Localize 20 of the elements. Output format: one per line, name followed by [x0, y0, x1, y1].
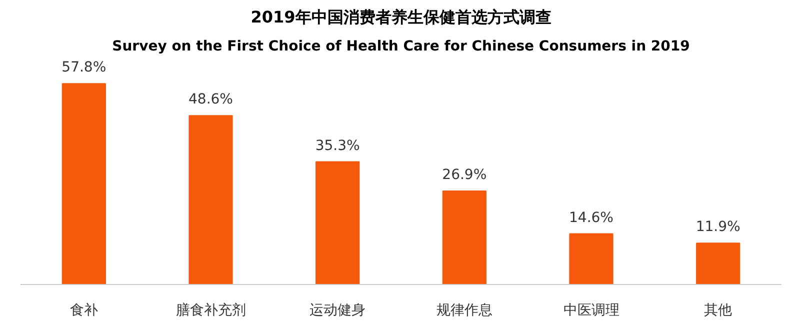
bar [188, 115, 233, 284]
bar [316, 161, 360, 284]
x-tick-label: 其他 [704, 302, 732, 318]
data-label: 35.3% [315, 138, 360, 154]
data-label: 26.9% [442, 167, 487, 184]
data-label: 11.9% [696, 219, 740, 236]
data-label: 14.6% [569, 210, 614, 226]
chart-title: 2019年中国消费者养生保健首选方式调查 [250, 8, 552, 26]
bar [62, 83, 106, 284]
x-tick-label: 食补 [70, 302, 98, 318]
bar [569, 233, 614, 284]
x-tick-label: 中医调理 [563, 302, 620, 318]
x-tick-label: 膳食补充剂 [176, 302, 246, 318]
bar [442, 190, 486, 284]
data-label: 48.6% [188, 92, 233, 108]
x-tick-label: 规律作息 [436, 302, 492, 318]
bar [696, 242, 740, 284]
x-tick-label: 运动健身 [310, 302, 366, 318]
chart-subtitle: Survey on the First Choice of Health Care for Chinese Consumers in 2019 [112, 38, 690, 54]
data-label: 57.8% [62, 60, 106, 76]
